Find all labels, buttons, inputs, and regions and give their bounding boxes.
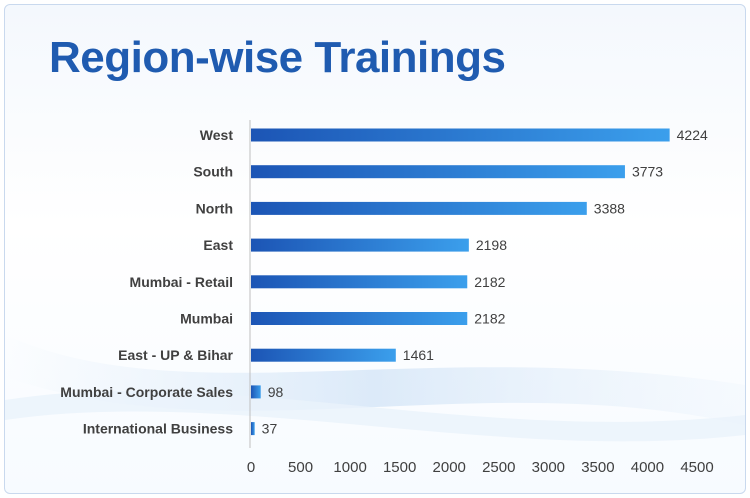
data-label: 1461 (403, 347, 434, 363)
category-label: East - UP & Bihar (118, 347, 233, 363)
data-label: 3773 (632, 164, 663, 180)
x-tick-label: 2000 (433, 459, 466, 476)
data-label: 37 (262, 421, 278, 437)
category-label: West (200, 127, 234, 143)
category-label: North (196, 200, 233, 216)
bar (251, 422, 255, 436)
x-tick-label: 4500 (680, 459, 713, 476)
bar (251, 128, 670, 142)
x-tick-label: 3000 (532, 459, 565, 476)
x-tick-label: 4000 (631, 459, 664, 476)
category-label: Mumbai - Retail (130, 274, 233, 290)
category-label: South (193, 164, 233, 180)
data-label: 98 (268, 384, 284, 400)
category-label: East (203, 237, 233, 253)
bar (251, 238, 469, 252)
data-label: 3388 (594, 200, 625, 216)
x-tick-label: 1000 (333, 459, 366, 476)
category-label: International Business (83, 421, 233, 437)
bar (251, 275, 468, 289)
data-label: 2182 (474, 311, 505, 327)
category-label: Mumbai - Corporate Sales (60, 384, 233, 400)
category-label: Mumbai (180, 311, 233, 327)
bar (251, 201, 587, 215)
x-tick-label: 1500 (383, 459, 416, 476)
bar (251, 312, 468, 325)
slide: Region-wise Trainings West 4224 South 3773 N… (4, 4, 746, 494)
data-label: 4224 (677, 127, 708, 143)
x-tick-label: 0 (247, 459, 255, 476)
x-tick-label: 500 (288, 459, 313, 476)
bar (251, 385, 261, 399)
data-label: 2198 (476, 237, 507, 253)
bar (251, 165, 625, 179)
page-title: Region-wise Trainings (49, 33, 506, 82)
data-label: 2182 (474, 274, 505, 290)
x-tick-label: 3500 (581, 459, 614, 476)
bar (251, 348, 396, 362)
x-tick-label: 2500 (482, 459, 515, 476)
bar-chart: West 4224 South 3773 North 3388 East 2198 Mumbai… (60, 120, 714, 476)
